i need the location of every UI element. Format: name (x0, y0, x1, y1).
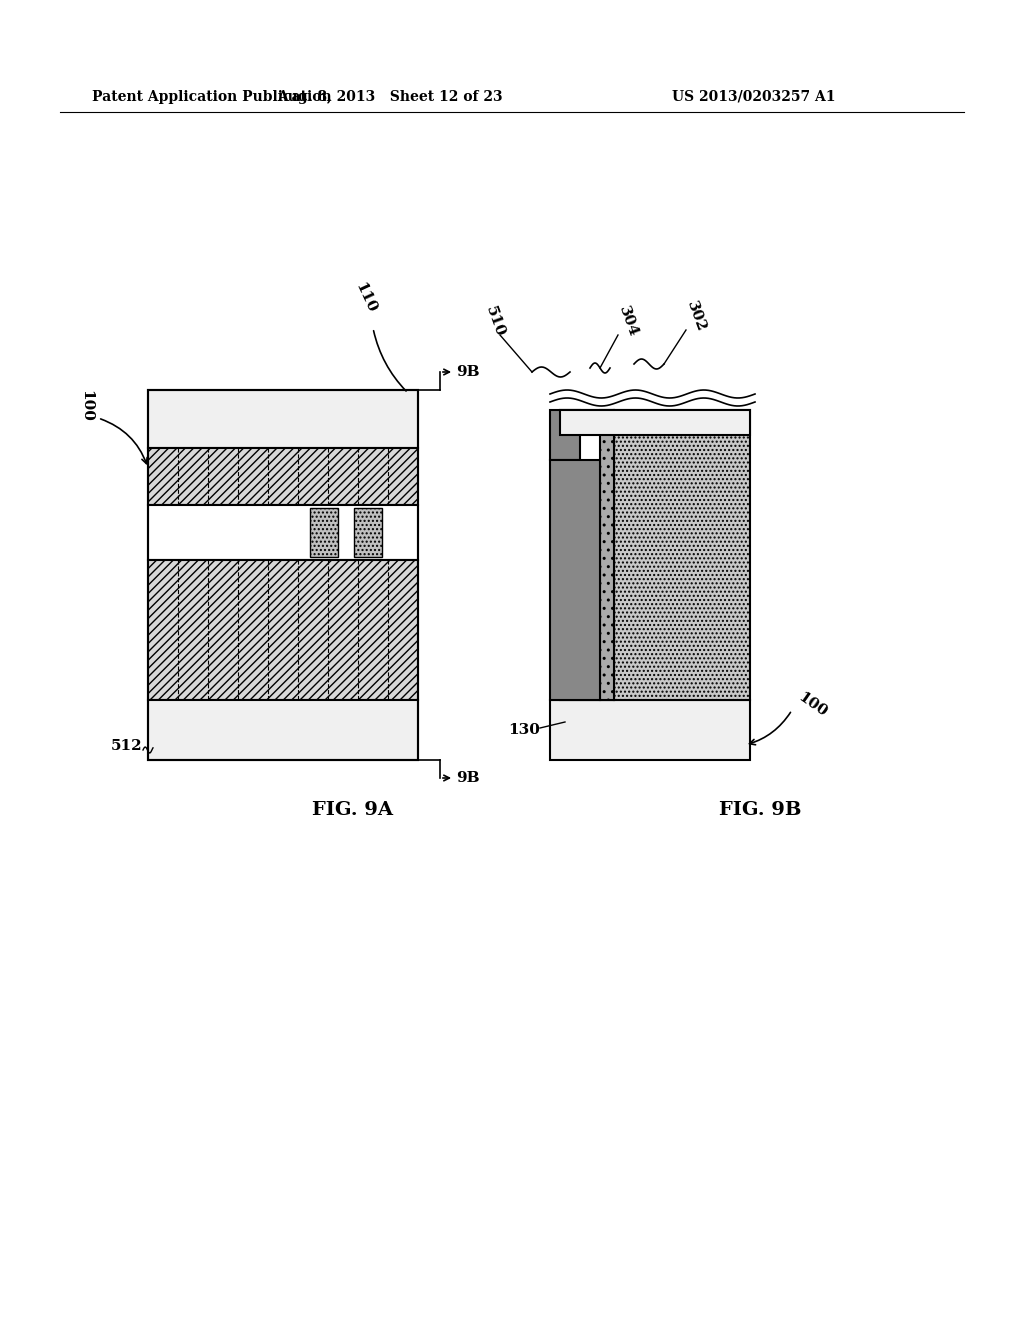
Bar (148, 389, 418, 447)
Bar (614, 411, 750, 700)
Bar (148, 560, 418, 700)
Text: 110: 110 (353, 280, 379, 315)
Bar (600, 411, 614, 700)
Bar (550, 459, 600, 700)
Bar (148, 447, 418, 506)
Text: 100: 100 (79, 391, 93, 422)
Text: 9B: 9B (456, 771, 479, 785)
Text: 510: 510 (483, 305, 507, 339)
Text: FIG. 9A: FIG. 9A (312, 801, 393, 818)
Text: 302: 302 (684, 300, 708, 334)
Bar (550, 700, 750, 760)
Text: US 2013/0203257 A1: US 2013/0203257 A1 (672, 90, 836, 104)
Bar (148, 389, 418, 760)
Text: 9B: 9B (456, 366, 479, 379)
Text: Patent Application Publication: Patent Application Publication (92, 90, 332, 104)
Text: Aug. 8, 2013   Sheet 12 of 23: Aug. 8, 2013 Sheet 12 of 23 (278, 90, 503, 104)
Text: 304: 304 (616, 305, 640, 339)
Bar (148, 700, 418, 760)
Text: 100: 100 (795, 690, 829, 719)
Bar (560, 411, 614, 700)
Bar (550, 411, 580, 459)
Bar (310, 508, 338, 557)
Text: 130: 130 (508, 723, 540, 737)
Bar (148, 506, 418, 560)
Text: 512: 512 (111, 739, 142, 752)
Text: FIG. 9B: FIG. 9B (719, 801, 801, 818)
Bar (560, 411, 750, 436)
Bar (354, 508, 382, 557)
